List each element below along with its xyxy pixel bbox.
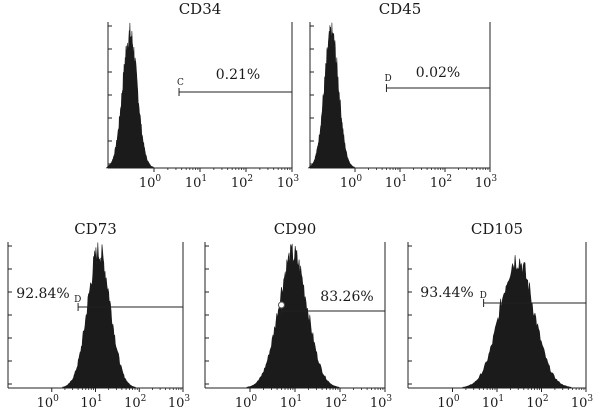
histogram-panel-cd34: CD34 100 101 102 103 C 0.21% bbox=[105, 0, 300, 191]
gate-percentage: 93.44% bbox=[420, 285, 473, 301]
x-tick-label: 101 bbox=[482, 394, 504, 411]
gate-label: C bbox=[177, 78, 184, 88]
x-tick-label: 102 bbox=[231, 174, 253, 191]
gate-percentage: 83.26% bbox=[320, 289, 373, 305]
gate-percentage: 92.84% bbox=[16, 286, 69, 302]
x-tick-label: 102 bbox=[430, 174, 452, 191]
histogram-fill bbox=[62, 242, 136, 389]
x-tick-label: 103 bbox=[277, 174, 300, 191]
x-tick-label: 101 bbox=[280, 394, 302, 411]
gate-percentage: 0.21% bbox=[216, 67, 260, 83]
x-tick-label: 103 bbox=[571, 394, 594, 411]
panel-title: CD105 bbox=[471, 220, 523, 238]
histogram-panel-cd45: CD45 100 101 102 103 D 0.02% bbox=[307, 0, 498, 191]
gate-handle bbox=[277, 301, 285, 309]
x-tick-label: 100 bbox=[437, 394, 460, 411]
histogram-fill bbox=[105, 22, 154, 169]
histogram-panel-cd73: CD73 100 101 102 103 D 92.84% bbox=[7, 220, 191, 411]
histogram-fill bbox=[307, 22, 355, 169]
x-tick-label: 103 bbox=[370, 394, 393, 411]
x-tick-label: 100 bbox=[139, 174, 162, 191]
x-tick-label: 102 bbox=[124, 394, 146, 411]
panel-title: CD73 bbox=[74, 220, 117, 238]
gate-percentage: 0.02% bbox=[416, 65, 460, 81]
histogram-fill bbox=[462, 255, 572, 389]
x-tick-label: 103 bbox=[168, 394, 191, 411]
gate-label: D bbox=[384, 74, 391, 84]
x-tick-label: 101 bbox=[185, 174, 207, 191]
histogram-fill bbox=[246, 243, 340, 389]
gate-label: D bbox=[74, 295, 81, 305]
panel-title: CD90 bbox=[274, 220, 317, 238]
x-tick-label: 100 bbox=[235, 394, 258, 411]
panel-title: CD45 bbox=[379, 0, 422, 18]
panel-title: CD34 bbox=[179, 0, 222, 18]
histogram-panel-cd90: CD90 100 101 102 103 83.26% bbox=[204, 220, 393, 411]
x-tick-label: 101 bbox=[80, 394, 102, 411]
x-tick-label: 102 bbox=[526, 394, 548, 411]
x-tick-label: 101 bbox=[385, 174, 407, 191]
x-tick-label: 103 bbox=[475, 174, 498, 191]
gate-label: D bbox=[480, 291, 487, 301]
x-tick-label: 100 bbox=[340, 174, 363, 191]
histogram-panel-cd105: CD105 100 101 102 103 D 93.44% bbox=[407, 220, 594, 411]
x-tick-label: 100 bbox=[37, 394, 60, 411]
x-tick-label: 102 bbox=[325, 394, 347, 411]
